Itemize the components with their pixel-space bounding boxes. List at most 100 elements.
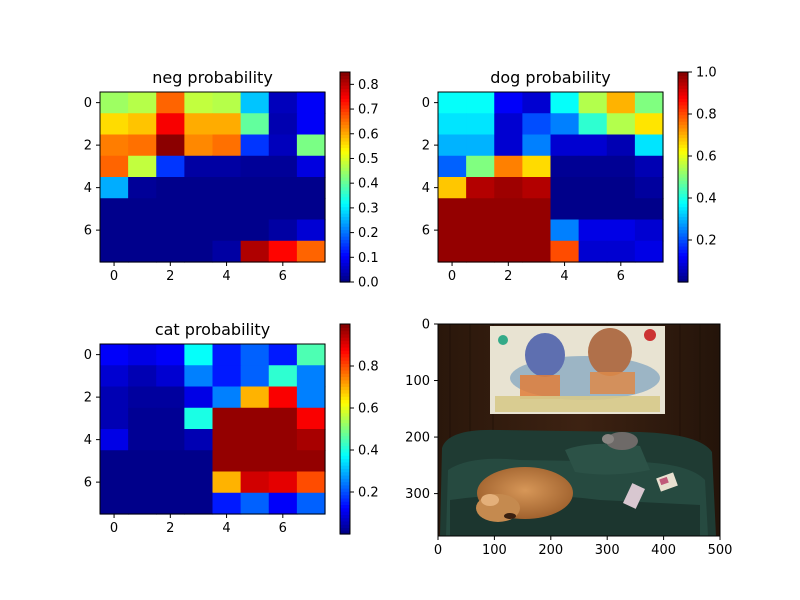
cat-cell-r6-c2 xyxy=(156,471,185,494)
dog-cell-r0-c4 xyxy=(550,92,580,114)
neg-cell-r6-c0 xyxy=(100,219,129,242)
dog-probability-frame xyxy=(437,91,664,263)
cat-cell-r7-c2 xyxy=(156,492,185,515)
photo-y-tick-label-1: 100 xyxy=(405,374,430,389)
dog-cell-r4-c7 xyxy=(634,177,664,199)
neg-x-tick-label-2: 4 xyxy=(222,269,230,284)
dog-colorbar-step xyxy=(678,193,688,198)
cat-colorbar-step xyxy=(340,507,350,512)
dog-cell-r4-c0 xyxy=(438,177,467,199)
photo-x-tick-label-3: 300 xyxy=(595,543,620,558)
dog-colorbar-step xyxy=(678,262,688,267)
cat-cell-r2-c1 xyxy=(128,386,157,409)
dog-colorbar-step xyxy=(678,196,688,201)
cat-colorbar-step xyxy=(340,458,350,463)
neg-colorbar-step xyxy=(340,262,350,267)
cat-colorbar-step xyxy=(340,455,350,460)
neg-colorbar-tick-label-6: 0.6 xyxy=(358,127,379,142)
cat-cell-r3-c5 xyxy=(240,407,270,430)
cat-colorbar-step xyxy=(340,445,350,450)
dog-colorbar-step xyxy=(678,245,688,250)
dog-probability-colorbar: 0.2 0.4 0.6 0.8 1.0 xyxy=(677,66,717,283)
cat-colorbar-step xyxy=(340,369,350,374)
neg-cell-r3-c3 xyxy=(184,155,214,178)
neg-colorbar-step xyxy=(340,170,350,175)
neg-colorbar-step xyxy=(340,114,350,119)
dog-cell-r2-c6 xyxy=(606,134,636,157)
dog-colorbar-step xyxy=(678,94,688,99)
cat-colorbar-step xyxy=(340,488,350,492)
neg-colorbar-step xyxy=(340,209,350,214)
dog-cell-r5-c7 xyxy=(634,198,664,221)
dog-colorbar-step xyxy=(678,154,688,158)
cat-colorbar-step xyxy=(340,425,350,430)
cat-colorbar-step xyxy=(340,484,350,489)
cat-cell-r0-c2 xyxy=(156,344,185,366)
neg-cell-r0-c6 xyxy=(268,92,298,114)
cat-colorbar-tick-label-2: 0.6 xyxy=(358,402,379,417)
dog-cell-r1-c5 xyxy=(578,113,608,136)
cat-colorbar-step xyxy=(340,504,350,509)
cat-x-tick-label-3: 6 xyxy=(279,521,287,536)
neg-cell-r5-c1 xyxy=(128,198,157,221)
cat-colorbar-step xyxy=(340,419,350,424)
neg-colorbar-step xyxy=(340,196,350,201)
cat-colorbar-step xyxy=(340,448,350,453)
neg-colorbar-step xyxy=(340,108,350,112)
cat-colorbar-step xyxy=(340,343,350,348)
dog-cell-r5-c2 xyxy=(494,198,523,221)
neg-cell-r7-c0 xyxy=(100,240,129,263)
neg-colorbar-step xyxy=(340,140,350,145)
neg-colorbar-tick-label-0: 0.0 xyxy=(358,276,379,291)
neg-colorbar-step xyxy=(340,147,350,152)
cat-colorbar-step xyxy=(340,438,350,443)
neg-cell-r4-c0 xyxy=(100,177,129,199)
cat-y-tick-label-0: 0 xyxy=(84,348,92,363)
neg-cell-r0-c2 xyxy=(156,92,185,114)
dog-colorbar-step xyxy=(678,219,688,224)
neg-cell-r5-c3 xyxy=(184,198,214,221)
neg-cell-r2-c3 xyxy=(184,134,214,157)
neg-cell-r1-c5 xyxy=(240,113,270,136)
cat-colorbar-step xyxy=(340,402,350,407)
neg-cell-r7-c7 xyxy=(296,240,326,263)
neg-colorbar-step xyxy=(340,144,350,149)
neg-colorbar-tick-label-3: 0.3 xyxy=(358,201,379,216)
neg-colorbar-tick-label-7: 0.7 xyxy=(358,103,379,118)
neg-probability-colorbar: 0.0 0.1 0.2 0.3 0.4 0.5 0.6 0.7 0.8 xyxy=(339,71,379,291)
dog-cell-r2-c5 xyxy=(578,134,608,157)
cat-cell-r4-c7 xyxy=(296,429,326,451)
cat-colorbar-step xyxy=(340,520,350,525)
dog-colorbar-step xyxy=(678,229,688,234)
dog-cell-r4-c6 xyxy=(606,177,636,199)
cat-colorbar-step xyxy=(340,461,350,466)
cat-cell-r5-c3 xyxy=(184,450,214,473)
dog-cell-r5-c6 xyxy=(606,198,636,221)
dog-colorbar-step xyxy=(678,104,688,109)
neg-cell-r7-c4 xyxy=(212,240,242,263)
neg-cell-r1-c2 xyxy=(156,113,185,136)
cat-colorbar-step xyxy=(340,350,350,355)
neg-colorbar-step xyxy=(340,275,350,280)
cat-cell-r1-c1 xyxy=(128,365,157,388)
neg-cell-r5-c5 xyxy=(240,198,270,221)
cat-colorbar-step xyxy=(340,491,350,496)
neg-cell-r0-c4 xyxy=(212,92,242,114)
dog-colorbar-step xyxy=(678,278,688,283)
dog-cell-r0-c0 xyxy=(438,92,467,114)
neg-colorbar-step xyxy=(340,104,350,109)
dog-colorbar-step xyxy=(678,199,688,204)
cat-cell-r7-c4 xyxy=(212,492,242,515)
dog-colorbar-step xyxy=(678,265,688,270)
cat-cell-r6-c1 xyxy=(128,471,157,494)
cat-colorbar-step xyxy=(340,324,350,328)
neg-cell-r7-c3 xyxy=(184,240,214,263)
neg-colorbar-step xyxy=(340,259,350,263)
dog-probability-x-ticks: 0 2 4 6 xyxy=(448,262,625,284)
cat-cell-r7-c6 xyxy=(268,492,298,515)
cat-colorbar-step xyxy=(340,465,350,469)
dog-colorbar-step xyxy=(678,275,688,280)
dog-colorbar-step xyxy=(678,160,688,165)
cat-cell-r4-c0 xyxy=(100,429,129,451)
